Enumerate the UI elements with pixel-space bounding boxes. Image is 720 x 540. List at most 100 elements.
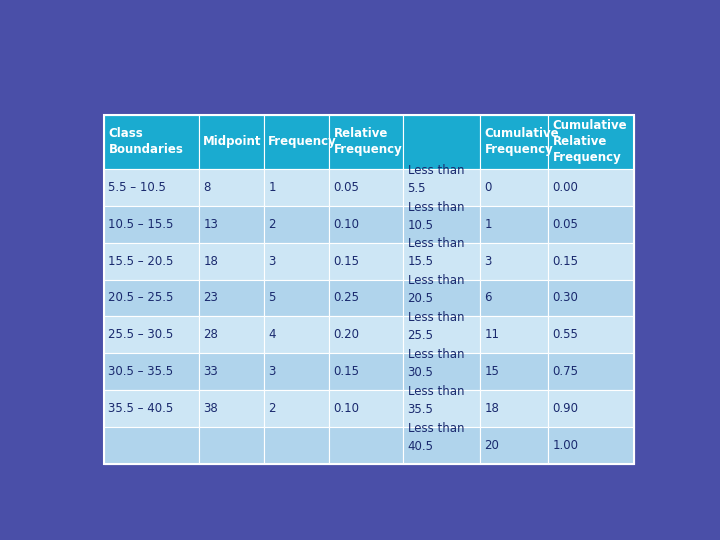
Text: 5: 5 <box>269 292 276 305</box>
Bar <box>264 316 329 353</box>
Text: 8: 8 <box>203 181 210 194</box>
Bar <box>104 427 199 464</box>
Text: 35.5 – 40.5: 35.5 – 40.5 <box>109 402 174 415</box>
Text: 0.75: 0.75 <box>553 365 579 378</box>
Text: 1: 1 <box>269 181 276 194</box>
Bar <box>199 316 264 353</box>
Text: Frequency: Frequency <box>269 135 337 148</box>
Text: 0.25: 0.25 <box>333 292 359 305</box>
Bar <box>480 114 548 169</box>
Bar <box>329 427 403 464</box>
Bar <box>403 280 480 316</box>
Bar <box>480 316 548 353</box>
Bar <box>329 353 403 390</box>
Text: 4: 4 <box>269 328 276 341</box>
Text: 2: 2 <box>269 218 276 231</box>
Bar <box>104 114 634 464</box>
Bar <box>104 114 199 169</box>
Text: 15.5 – 20.5: 15.5 – 20.5 <box>109 254 174 267</box>
Text: 0.15: 0.15 <box>333 365 359 378</box>
Bar <box>548 114 634 169</box>
Bar <box>104 353 199 390</box>
Text: 0.15: 0.15 <box>553 254 579 267</box>
Text: Less than
20.5: Less than 20.5 <box>408 274 464 305</box>
Text: 0.05: 0.05 <box>553 218 578 231</box>
Bar <box>199 353 264 390</box>
Bar <box>403 206 480 242</box>
Text: 20: 20 <box>485 439 500 452</box>
Bar <box>329 280 403 316</box>
Text: 20.5 – 25.5: 20.5 – 25.5 <box>109 292 174 305</box>
Text: 1: 1 <box>485 218 492 231</box>
Text: 33: 33 <box>203 365 218 378</box>
Bar <box>264 427 329 464</box>
Bar <box>548 390 634 427</box>
Text: 2: 2 <box>269 402 276 415</box>
Bar <box>199 206 264 242</box>
Text: Less than
35.5: Less than 35.5 <box>408 385 464 416</box>
Bar <box>548 280 634 316</box>
Bar <box>104 390 199 427</box>
Bar <box>403 316 480 353</box>
Bar <box>403 242 480 280</box>
Bar <box>199 280 264 316</box>
Bar <box>264 280 329 316</box>
Text: 6: 6 <box>485 292 492 305</box>
Bar <box>329 242 403 280</box>
Bar <box>104 169 199 206</box>
Text: Cumulative
Frequency: Cumulative Frequency <box>485 127 559 156</box>
Bar <box>199 169 264 206</box>
Bar <box>264 114 329 169</box>
Text: Less than
40.5: Less than 40.5 <box>408 422 464 453</box>
Text: Less than
5.5: Less than 5.5 <box>408 164 464 194</box>
Text: 0.10: 0.10 <box>333 218 359 231</box>
Text: 0.15: 0.15 <box>333 254 359 267</box>
Bar <box>199 390 264 427</box>
Bar <box>548 242 634 280</box>
Text: 15: 15 <box>485 365 500 378</box>
Text: 13: 13 <box>203 218 218 231</box>
Bar <box>199 427 264 464</box>
Bar <box>329 390 403 427</box>
Text: 0.30: 0.30 <box>553 292 578 305</box>
Bar <box>403 114 480 169</box>
Bar <box>329 169 403 206</box>
Text: 0.10: 0.10 <box>333 402 359 415</box>
Bar <box>548 206 634 242</box>
Bar <box>480 169 548 206</box>
Bar <box>480 242 548 280</box>
Text: 0.55: 0.55 <box>553 328 578 341</box>
Bar <box>480 427 548 464</box>
Bar <box>329 316 403 353</box>
Bar <box>264 353 329 390</box>
Text: 5.5 – 10.5: 5.5 – 10.5 <box>109 181 166 194</box>
Bar <box>104 316 199 353</box>
Bar <box>264 242 329 280</box>
Bar <box>329 206 403 242</box>
Text: Less than
10.5: Less than 10.5 <box>408 200 464 232</box>
Text: 3: 3 <box>269 365 276 378</box>
Text: Midpoint: Midpoint <box>203 135 261 148</box>
Bar <box>403 353 480 390</box>
Bar <box>104 206 199 242</box>
Bar <box>199 114 264 169</box>
Text: Class
Boundaries: Class Boundaries <box>109 127 184 156</box>
Bar <box>480 206 548 242</box>
Text: 0.05: 0.05 <box>333 181 359 194</box>
Text: Less than
25.5: Less than 25.5 <box>408 311 464 342</box>
Text: Cumulative
Relative
Frequency: Cumulative Relative Frequency <box>553 119 627 164</box>
Text: 38: 38 <box>203 402 218 415</box>
Bar <box>104 280 199 316</box>
Bar <box>104 242 199 280</box>
Text: 25.5 – 30.5: 25.5 – 30.5 <box>109 328 174 341</box>
Text: 30.5 – 35.5: 30.5 – 35.5 <box>109 365 174 378</box>
Bar <box>199 242 264 280</box>
Text: Less than
15.5: Less than 15.5 <box>408 238 464 268</box>
Bar <box>329 114 403 169</box>
Bar <box>403 169 480 206</box>
Bar <box>264 390 329 427</box>
Text: 18: 18 <box>203 254 218 267</box>
Bar <box>480 280 548 316</box>
Bar <box>403 390 480 427</box>
Bar <box>548 353 634 390</box>
